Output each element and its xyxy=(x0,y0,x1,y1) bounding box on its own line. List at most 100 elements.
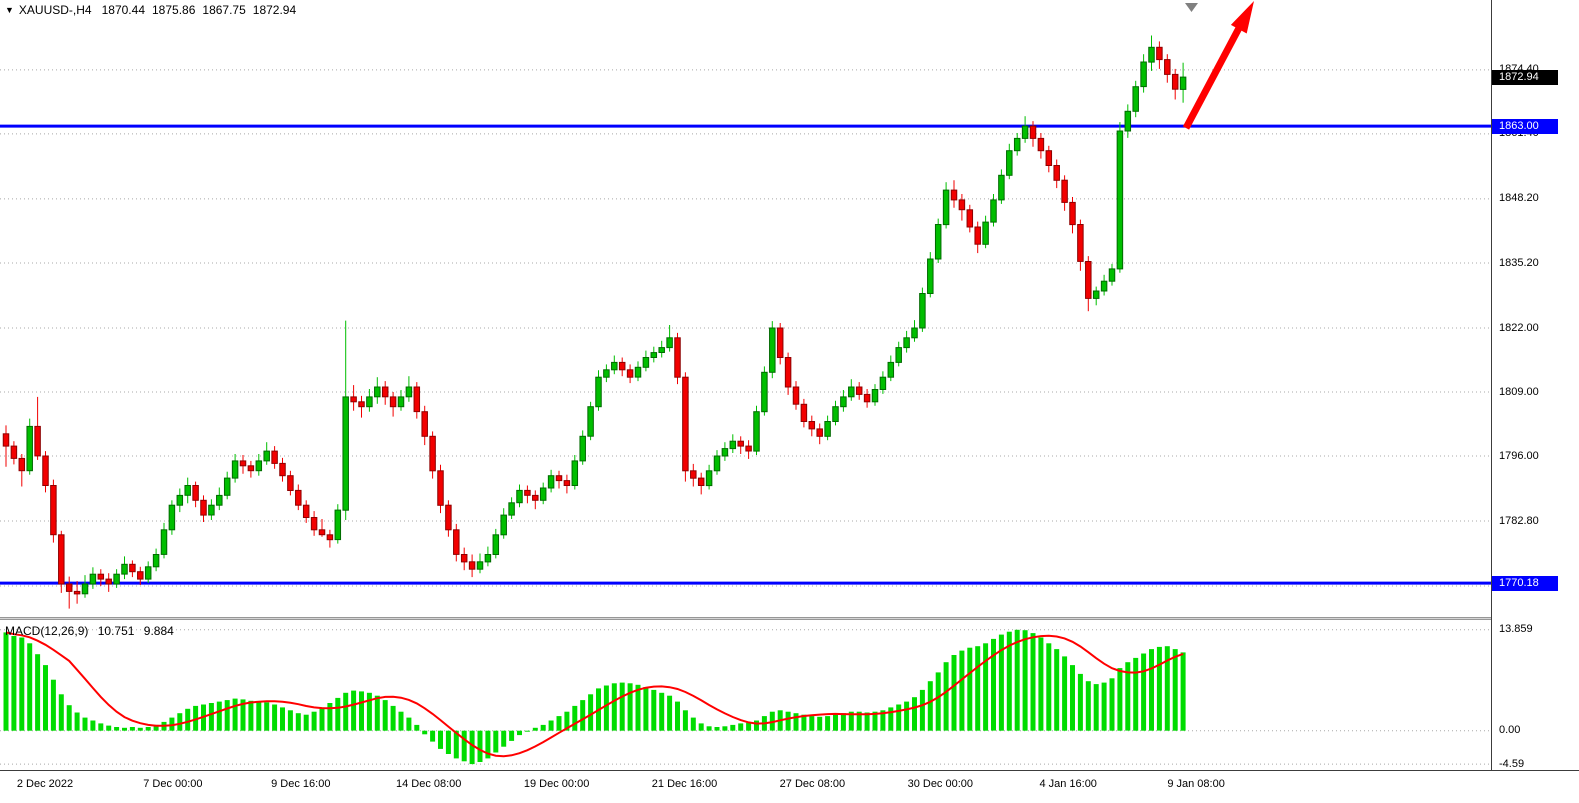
candle xyxy=(800,403,808,422)
candle xyxy=(460,554,468,563)
candle xyxy=(769,327,776,373)
candle xyxy=(389,396,397,408)
candle xyxy=(468,561,476,570)
macd-axis-label: -4.59 xyxy=(1499,757,1525,770)
candle xyxy=(753,411,760,452)
candle xyxy=(761,371,768,413)
candle xyxy=(287,475,294,492)
candle xyxy=(563,480,571,487)
candle xyxy=(634,366,642,378)
price-axis[interactable]: 1874.401861.401848.201835.201822.001809.… xyxy=(1491,0,1579,771)
candle xyxy=(792,386,800,405)
candle xyxy=(587,406,594,437)
candle xyxy=(658,347,665,354)
candle xyxy=(626,369,634,378)
candle xyxy=(1179,76,1187,90)
candle xyxy=(848,386,855,398)
candle xyxy=(1053,165,1060,181)
time-axis[interactable]: 2 Dec 2022 7 Dec 00:00 9 Dec 16:00 14 Dec 0… xyxy=(0,770,1579,803)
candle xyxy=(618,361,626,371)
macd-indicator-label: MACD(12,26,9) 10.751 9.884 xyxy=(5,624,180,638)
arrow-head-icon xyxy=(1230,1,1254,34)
candle xyxy=(942,189,950,226)
horizontal-level-lines[interactable] xyxy=(0,124,1491,585)
candle xyxy=(1085,261,1092,299)
candle xyxy=(492,534,500,555)
candle xyxy=(776,327,784,358)
candle xyxy=(89,573,97,585)
candle xyxy=(595,376,602,408)
candle xyxy=(966,209,974,228)
candle xyxy=(1140,61,1147,88)
candle xyxy=(1006,150,1013,176)
candle xyxy=(152,554,160,568)
candle xyxy=(674,337,681,378)
candle xyxy=(334,509,342,541)
macd-signal-value: 9.884 xyxy=(143,624,174,638)
candle xyxy=(97,573,105,580)
candle xyxy=(413,386,421,413)
candle xyxy=(326,534,334,541)
candle xyxy=(34,425,41,457)
time-axis-label: 19 Dec 00:00 xyxy=(523,778,590,790)
candle xyxy=(745,445,752,452)
price-axis-label: 1835.20 xyxy=(1499,256,1539,269)
candle xyxy=(603,369,610,378)
candle xyxy=(397,396,405,408)
candle xyxy=(247,465,255,472)
price-axis-label: 1796.00 xyxy=(1499,449,1539,462)
candle xyxy=(42,455,49,486)
candle xyxy=(1116,130,1124,270)
candle xyxy=(208,504,215,516)
candle xyxy=(919,293,926,329)
candle xyxy=(934,224,942,260)
price-axis-label: 1809.00 xyxy=(1499,385,1539,398)
candle xyxy=(650,352,658,359)
candles-layer xyxy=(2,35,1187,609)
candlestick-chart[interactable] xyxy=(0,0,1491,617)
time-axis-label: 4 Jan 16:00 xyxy=(1039,778,1097,790)
candle xyxy=(445,504,452,531)
candle xyxy=(223,477,231,496)
candle xyxy=(318,529,326,536)
macd-axis-label: 0.00 xyxy=(1499,724,1521,737)
candle xyxy=(950,189,958,201)
pane-splitter[interactable] xyxy=(0,617,1491,620)
candle xyxy=(879,376,887,391)
ohlc-low-value: 1867.75 xyxy=(202,3,246,17)
candle xyxy=(1013,137,1021,152)
candle xyxy=(840,396,847,408)
time-axis-label: 9 Jan 08:00 xyxy=(1167,778,1225,790)
macd-chart xyxy=(0,629,1491,765)
candle xyxy=(73,590,81,595)
macd-gridlines xyxy=(0,629,1491,765)
time-axis-label: 2 Dec 2022 xyxy=(16,778,74,790)
candle xyxy=(1069,201,1076,226)
candle xyxy=(1092,290,1100,299)
candle xyxy=(863,393,871,403)
candle xyxy=(302,504,310,519)
candle xyxy=(184,485,191,496)
trend-arrow-annotation[interactable] xyxy=(1182,1,1254,130)
candle xyxy=(176,494,184,506)
candle xyxy=(295,489,302,506)
macd-indicator-pane[interactable]: MACD(12,26,9) 10.751 9.884 xyxy=(0,620,1491,770)
candle xyxy=(350,396,357,403)
symbol-ohlc-header: ▼ XAUUSD-,H4 1870.44 1875.86 1867.75 187… xyxy=(5,3,303,17)
price-chart-pane[interactable]: ▼ XAUUSD-,H4 1870.44 1875.86 1867.75 187… xyxy=(0,0,1491,617)
candle xyxy=(2,433,10,447)
collapse-panel-icon[interactable]: ▼ xyxy=(5,5,14,15)
candle xyxy=(547,475,555,489)
candle xyxy=(1156,46,1163,61)
chart-shift-marker-icon[interactable] xyxy=(1185,3,1198,12)
candle xyxy=(974,226,981,245)
candle xyxy=(611,361,618,371)
macd-main-value: 10.751 xyxy=(97,624,135,638)
candle xyxy=(405,386,413,398)
candle xyxy=(113,573,120,585)
candle xyxy=(532,494,539,501)
candle xyxy=(1148,46,1155,63)
candle xyxy=(192,485,199,501)
candle xyxy=(121,563,128,575)
candle xyxy=(1171,73,1179,90)
